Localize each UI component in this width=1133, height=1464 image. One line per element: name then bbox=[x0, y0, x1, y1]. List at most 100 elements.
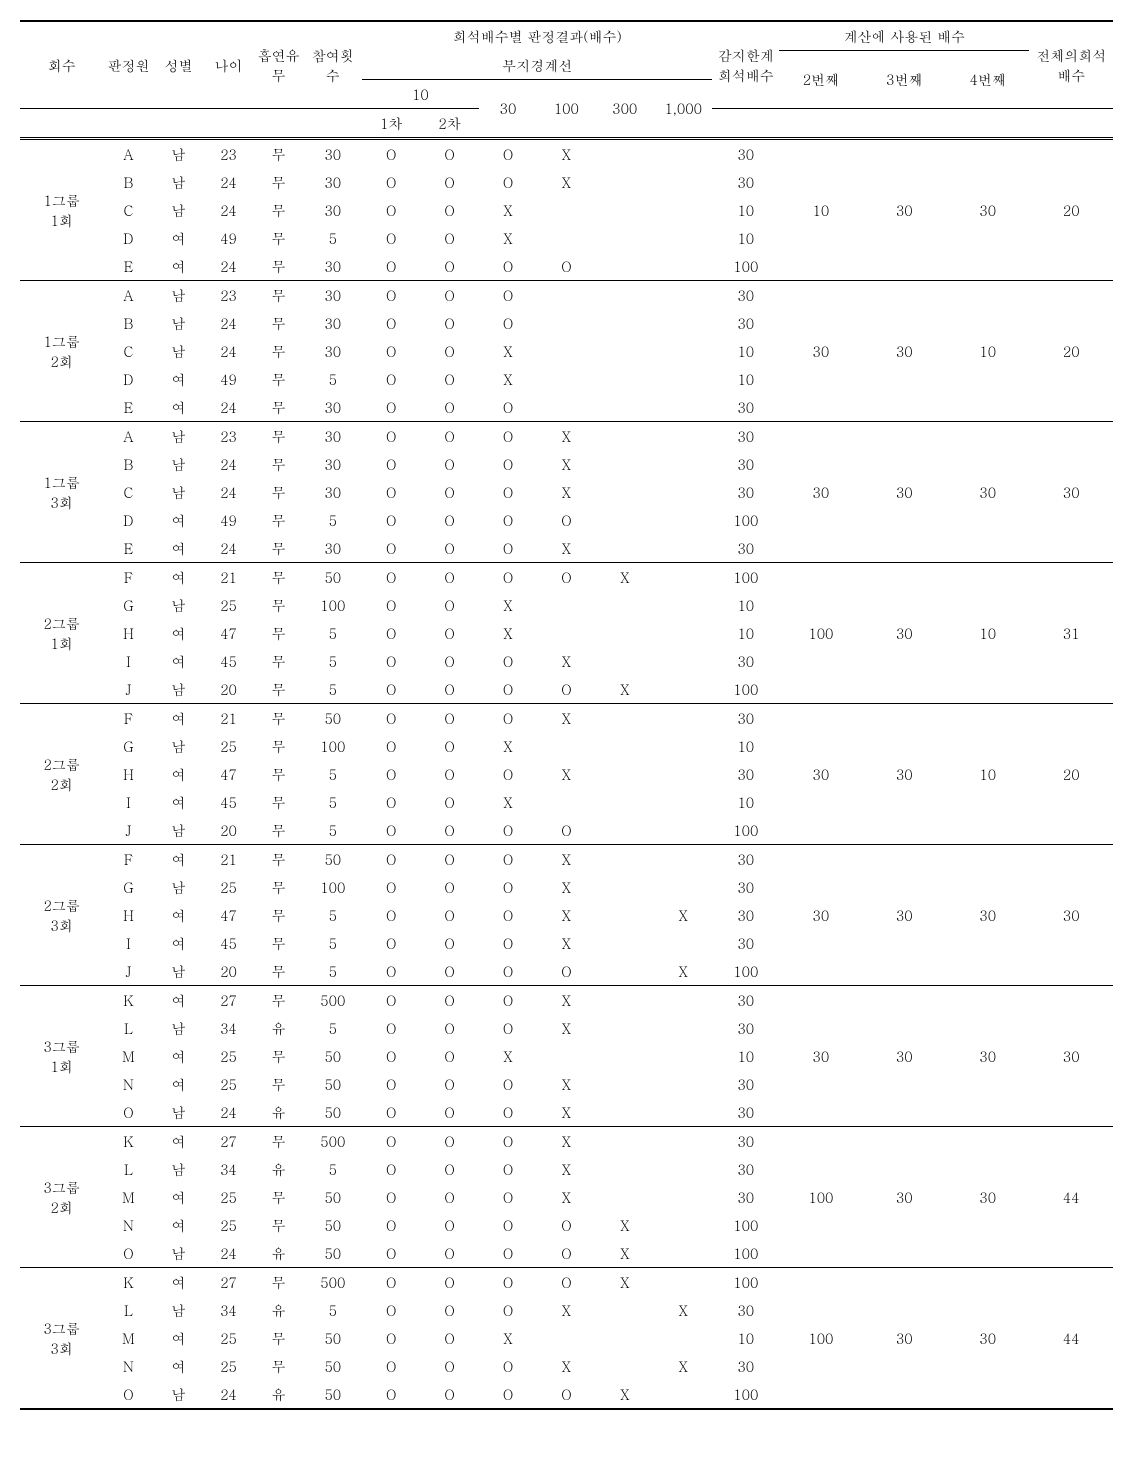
cell-total: 44 bbox=[1029, 1267, 1113, 1409]
cell-smoke: 무 bbox=[254, 138, 304, 168]
cell-d10-1: O bbox=[362, 929, 420, 957]
cell-age: 45 bbox=[204, 929, 254, 957]
cell-calc4: 30 bbox=[946, 138, 1029, 280]
header-limit: 감지한계희석배수 bbox=[712, 21, 779, 108]
cell-sex: 여 bbox=[153, 534, 203, 563]
cell-d30: O bbox=[479, 309, 537, 337]
cell-d30: O bbox=[479, 138, 537, 168]
cell-session: 2그룹 3회 bbox=[20, 844, 103, 985]
cell-session: 2그룹 1회 bbox=[20, 562, 103, 703]
cell-d10-1: O bbox=[362, 788, 420, 816]
cell-d300 bbox=[596, 365, 654, 393]
cell-smoke: 유 bbox=[254, 1014, 304, 1042]
table-header: 회수 판정원 성별 나이 흡연유무 참여횟수 희석배수별 판정결과(배수) 감지… bbox=[20, 21, 1113, 138]
cell-part: 50 bbox=[304, 1352, 362, 1380]
cell-panel: C bbox=[103, 478, 153, 506]
cell-d10-2: O bbox=[420, 337, 478, 365]
cell-d300 bbox=[596, 1014, 654, 1042]
cell-d10-1: O bbox=[362, 196, 420, 224]
cell-limit: 10 bbox=[712, 337, 779, 365]
cell-d10-1: O bbox=[362, 309, 420, 337]
cell-smoke: 무 bbox=[254, 252, 304, 281]
cell-sex: 남 bbox=[153, 450, 203, 478]
cell-d1000 bbox=[654, 168, 712, 196]
cell-d30: O bbox=[479, 901, 537, 929]
cell-d30: X bbox=[479, 591, 537, 619]
cell-part: 30 bbox=[304, 478, 362, 506]
cell-d10-2: O bbox=[420, 224, 478, 252]
cell-panel: I bbox=[103, 647, 153, 675]
cell-d100: X bbox=[537, 478, 595, 506]
cell-smoke: 무 bbox=[254, 196, 304, 224]
cell-d30: O bbox=[479, 1267, 537, 1296]
cell-d1000 bbox=[654, 562, 712, 591]
cell-calc2: 30 bbox=[779, 844, 862, 985]
header-smoke: 흡연유무 bbox=[254, 21, 304, 108]
cell-calc4: 30 bbox=[946, 985, 1029, 1126]
cell-smoke: 무 bbox=[254, 957, 304, 986]
cell-sex: 남 bbox=[153, 1155, 203, 1183]
cell-smoke: 무 bbox=[254, 1183, 304, 1211]
cell-part: 30 bbox=[304, 138, 362, 168]
cell-age: 24 bbox=[204, 309, 254, 337]
cell-sex: 여 bbox=[153, 1324, 203, 1352]
cell-sex: 여 bbox=[153, 844, 203, 873]
cell-d30: O bbox=[479, 703, 537, 732]
cell-d100 bbox=[537, 280, 595, 309]
cell-smoke: 무 bbox=[254, 506, 304, 534]
cell-sex: 여 bbox=[153, 901, 203, 929]
cell-d10-2: O bbox=[420, 1126, 478, 1155]
cell-calc2: 100 bbox=[779, 1126, 862, 1267]
cell-part: 50 bbox=[304, 1070, 362, 1098]
cell-d300 bbox=[596, 450, 654, 478]
cell-d300 bbox=[596, 788, 654, 816]
cell-sex: 남 bbox=[153, 732, 203, 760]
cell-limit: 10 bbox=[712, 732, 779, 760]
cell-sex: 남 bbox=[153, 957, 203, 986]
cell-age: 45 bbox=[204, 647, 254, 675]
cell-sex: 여 bbox=[153, 562, 203, 591]
cell-calc2: 10 bbox=[779, 138, 862, 280]
header-d300: 300 bbox=[596, 79, 654, 138]
table-row: 1그룹 3회A남23무30OOOX3030303030 bbox=[20, 421, 1113, 450]
cell-part: 50 bbox=[304, 844, 362, 873]
cell-d100: O bbox=[537, 562, 595, 591]
cell-limit: 100 bbox=[712, 562, 779, 591]
cell-smoke: 유 bbox=[254, 1155, 304, 1183]
cell-sex: 남 bbox=[153, 1296, 203, 1324]
cell-d10-1: O bbox=[362, 280, 420, 309]
cell-d10-1: O bbox=[362, 1352, 420, 1380]
cell-smoke: 무 bbox=[254, 816, 304, 845]
cell-d10-1: O bbox=[362, 138, 420, 168]
cell-d10-1: O bbox=[362, 1042, 420, 1070]
cell-panel: K bbox=[103, 1126, 153, 1155]
cell-age: 24 bbox=[204, 1239, 254, 1268]
cell-d300 bbox=[596, 252, 654, 281]
cell-d10-1: O bbox=[362, 647, 420, 675]
cell-d100: X bbox=[537, 873, 595, 901]
cell-d100 bbox=[537, 788, 595, 816]
cell-age: 20 bbox=[204, 816, 254, 845]
cell-d1000 bbox=[654, 1098, 712, 1127]
cell-age: 47 bbox=[204, 760, 254, 788]
cell-d10-1: O bbox=[362, 901, 420, 929]
cell-smoke: 무 bbox=[254, 1070, 304, 1098]
cell-calc3: 30 bbox=[863, 280, 946, 421]
cell-limit: 100 bbox=[712, 1239, 779, 1268]
cell-d10-2: O bbox=[420, 478, 478, 506]
cell-age: 24 bbox=[204, 450, 254, 478]
cell-d30: O bbox=[479, 1126, 537, 1155]
cell-d300 bbox=[596, 760, 654, 788]
cell-calc2: 30 bbox=[779, 421, 862, 562]
cell-d30: O bbox=[479, 1155, 537, 1183]
cell-sex: 여 bbox=[153, 1126, 203, 1155]
cell-smoke: 무 bbox=[254, 1352, 304, 1380]
cell-smoke: 무 bbox=[254, 450, 304, 478]
cell-part: 50 bbox=[304, 1042, 362, 1070]
cell-smoke: 유 bbox=[254, 1239, 304, 1268]
cell-age: 47 bbox=[204, 901, 254, 929]
cell-smoke: 무 bbox=[254, 393, 304, 422]
cell-d100: X bbox=[537, 1155, 595, 1183]
header-d1000: 1,000 bbox=[654, 79, 712, 138]
cell-d30: O bbox=[479, 252, 537, 281]
